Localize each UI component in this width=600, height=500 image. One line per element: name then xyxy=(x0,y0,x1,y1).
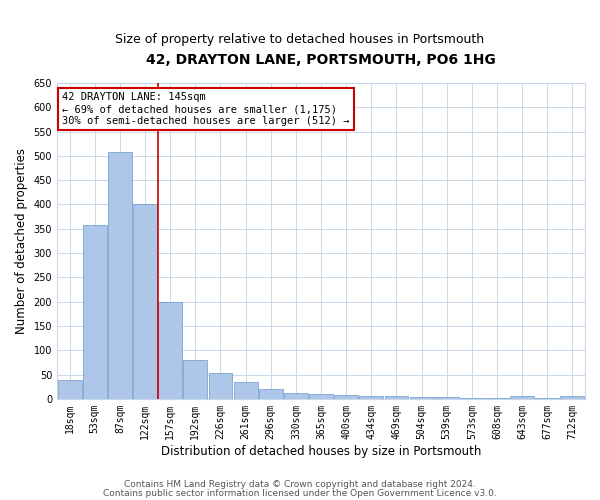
Bar xyxy=(259,388,283,399)
Bar xyxy=(309,394,333,399)
Bar xyxy=(184,360,207,399)
Bar xyxy=(510,396,534,399)
Bar xyxy=(133,204,157,399)
Bar xyxy=(410,398,434,399)
Bar xyxy=(209,373,232,399)
Text: 42 DRAYTON LANE: 145sqm
← 69% of detached houses are smaller (1,175)
30% of semi: 42 DRAYTON LANE: 145sqm ← 69% of detache… xyxy=(62,92,350,126)
Bar xyxy=(233,382,257,399)
Bar xyxy=(560,396,584,399)
Bar xyxy=(158,302,182,399)
Bar xyxy=(435,398,458,399)
Bar xyxy=(385,396,409,399)
Y-axis label: Number of detached properties: Number of detached properties xyxy=(15,148,28,334)
Bar xyxy=(83,226,107,399)
Bar xyxy=(284,393,308,399)
Text: Size of property relative to detached houses in Portsmouth: Size of property relative to detached ho… xyxy=(115,32,485,46)
Bar xyxy=(460,398,484,399)
Title: 42, DRAYTON LANE, PORTSMOUTH, PO6 1HG: 42, DRAYTON LANE, PORTSMOUTH, PO6 1HG xyxy=(146,52,496,66)
Bar xyxy=(359,396,383,399)
Text: Contains HM Land Registry data © Crown copyright and database right 2024.: Contains HM Land Registry data © Crown c… xyxy=(124,480,476,489)
Text: Contains public sector information licensed under the Open Government Licence v3: Contains public sector information licen… xyxy=(103,488,497,498)
X-axis label: Distribution of detached houses by size in Portsmouth: Distribution of detached houses by size … xyxy=(161,444,481,458)
Bar xyxy=(108,152,132,399)
Bar xyxy=(58,380,82,399)
Bar xyxy=(334,395,358,399)
